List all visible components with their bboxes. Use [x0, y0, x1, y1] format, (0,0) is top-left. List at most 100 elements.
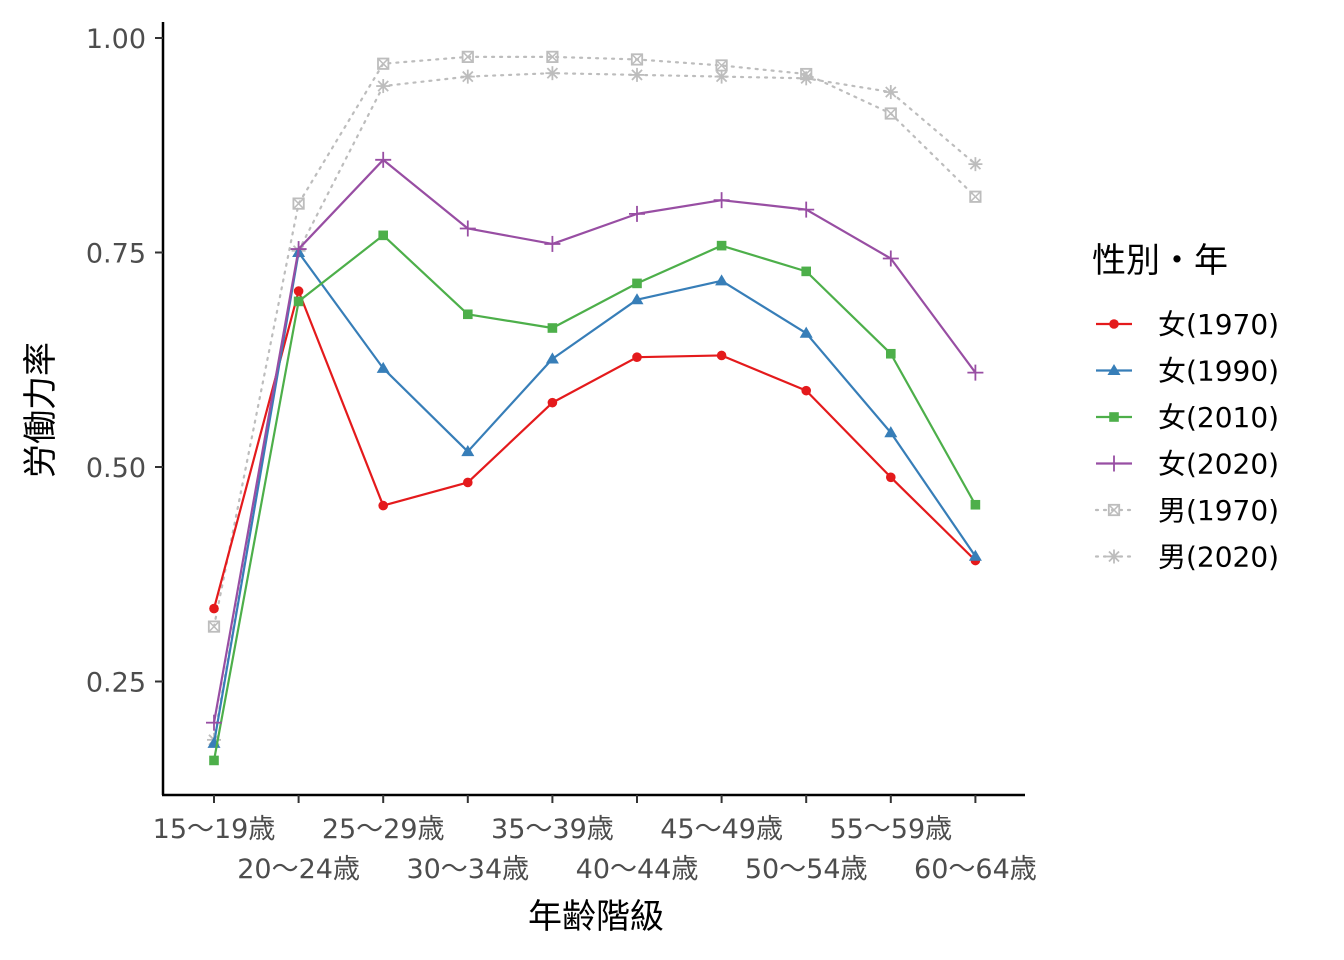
data-point — [209, 603, 219, 614]
data-point — [632, 278, 642, 289]
data-point — [460, 69, 475, 84]
legend: 性別・年 女(1970) 女(1990) 女(2010) 女(2020) 男(1970)… — [1092, 241, 1279, 574]
plot-area — [206, 50, 984, 766]
legend-items: 女(1970) 女(1990) 女(2010) 女(2020) 男(1970) 男(202… — [1094, 308, 1279, 574]
data-point — [716, 350, 727, 361]
data-point — [801, 266, 811, 277]
data-point — [544, 235, 561, 252]
data-point — [463, 477, 473, 488]
data-point — [463, 309, 473, 320]
data-point — [293, 296, 304, 307]
x-tick-label: 35〜39歳 — [491, 814, 614, 845]
x-tick-label: 50〜54歳 — [745, 854, 868, 885]
data-point — [714, 69, 729, 84]
series-3 — [209, 230, 981, 766]
data-point — [375, 151, 392, 168]
data-point — [546, 50, 559, 63]
data-point — [290, 241, 307, 258]
data-point — [376, 361, 390, 373]
data-point — [715, 274, 729, 286]
data-point — [713, 192, 730, 209]
series-line — [212, 290, 977, 609]
data-point — [461, 445, 475, 457]
data-point — [292, 197, 305, 210]
data-point — [968, 157, 983, 172]
x-tick-label: 15〜19歳 — [153, 814, 276, 845]
series-1 — [209, 286, 981, 614]
data-point — [545, 352, 559, 364]
series-line — [212, 158, 977, 723]
y-tick-label: 1.00 — [86, 24, 146, 55]
data-point — [209, 755, 219, 766]
legend-key-marker — [1106, 455, 1122, 472]
y-axis-title: 労働力率 — [21, 342, 61, 478]
data-point — [882, 250, 899, 267]
legend-key-marker — [1109, 412, 1119, 422]
legend-label: 女(2010) — [1158, 401, 1279, 434]
data-point — [968, 549, 982, 561]
data-point — [798, 201, 815, 218]
legend-label: 女(1970) — [1158, 308, 1279, 341]
series-4 — [206, 151, 984, 731]
data-point — [293, 286, 304, 296]
data-point — [884, 107, 897, 120]
data-point — [545, 66, 560, 81]
series-line — [212, 55, 977, 628]
legend-item: 男(2020) — [1094, 541, 1279, 574]
legend-item: 女(1990) — [1096, 355, 1279, 388]
legend-item: 女(2010) — [1096, 401, 1279, 434]
data-point — [630, 293, 644, 305]
data-point — [376, 79, 391, 94]
series-line — [212, 234, 977, 761]
x-ticks: 15〜19歳 20〜24歳 25〜29歳 30〜34歳 35〜39歳 40〜44歳 45〜4… — [153, 795, 1037, 885]
x-tick-label: 55〜59歳 — [829, 814, 952, 845]
data-point — [799, 326, 813, 338]
x-tick-label: 45〜49歳 — [660, 814, 783, 845]
x-tick-label: 40〜44歳 — [576, 854, 699, 885]
x-axis-title: 年齢階級 — [528, 897, 664, 937]
data-point — [461, 50, 474, 63]
series-line — [212, 251, 977, 744]
data-point — [207, 620, 221, 633]
data-point — [206, 714, 222, 731]
series-6 — [207, 66, 983, 747]
legend-label: 男(1970) — [1158, 494, 1279, 527]
legend-key-marker — [1107, 364, 1121, 376]
data-point — [377, 57, 390, 70]
y-ticks: 0.25 0.50 0.75 1.00 — [86, 24, 163, 699]
data-point — [632, 352, 642, 362]
legend-label: 女(2020) — [1158, 448, 1279, 481]
data-point — [886, 348, 896, 359]
data-point — [970, 499, 981, 510]
data-point — [630, 67, 644, 82]
data-point — [459, 220, 476, 237]
data-point — [547, 397, 558, 408]
data-point — [799, 71, 814, 86]
data-point — [969, 190, 982, 203]
data-point — [886, 472, 896, 483]
data-point — [378, 230, 388, 241]
data-point — [884, 426, 898, 438]
legend-label: 女(1990) — [1158, 355, 1279, 388]
data-point — [378, 500, 389, 511]
x-tick-label: 60〜64歳 — [914, 854, 1037, 885]
legend-key-marker — [1109, 319, 1119, 329]
data-point — [967, 364, 984, 381]
data-point — [716, 240, 727, 251]
x-tick-label: 20〜24歳 — [237, 854, 360, 885]
data-point — [801, 385, 811, 396]
series-line — [212, 72, 977, 741]
y-tick-label: 0.75 — [86, 239, 146, 270]
data-point — [883, 85, 898, 100]
y-tick-label: 0.50 — [86, 453, 146, 484]
data-point — [547, 323, 558, 333]
series-2 — [207, 246, 982, 748]
legend-item: 女(1970) — [1096, 308, 1279, 341]
legend-item: 男(1970) — [1094, 494, 1279, 527]
y-tick-label: 0.25 — [86, 668, 146, 699]
legend-item: 女(2020) — [1096, 448, 1279, 481]
data-point — [630, 53, 644, 66]
x-tick-label: 25〜29歳 — [322, 814, 445, 845]
legend-label: 男(2020) — [1158, 541, 1279, 574]
